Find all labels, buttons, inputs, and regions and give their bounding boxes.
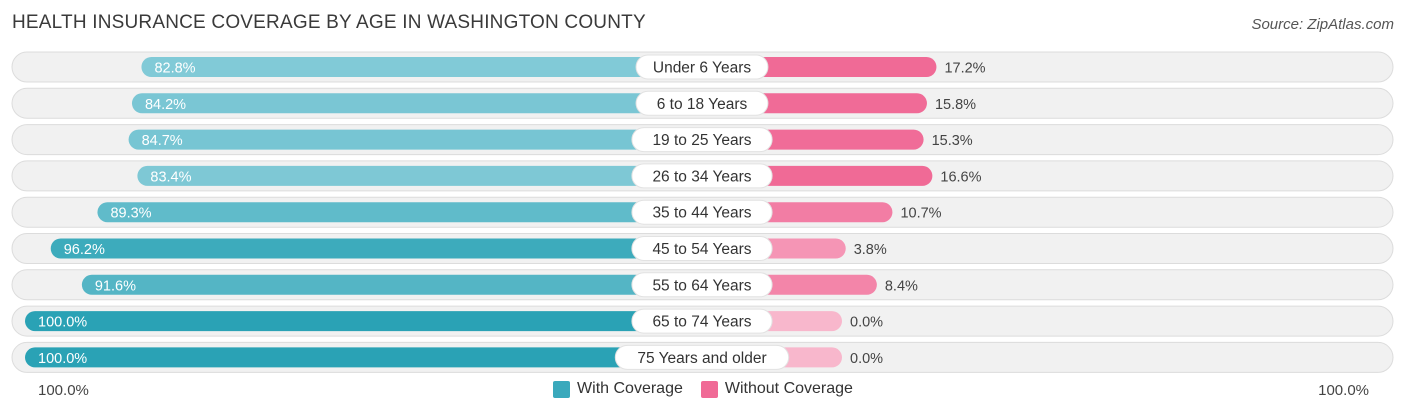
label-with-value: 84.7% xyxy=(142,133,183,149)
label-with-value: 82.8% xyxy=(154,61,195,77)
category-pill xyxy=(614,344,790,370)
category-label: 26 to 34 Years xyxy=(652,168,751,185)
label-with-value: 100.0% xyxy=(38,315,87,331)
legend: With Coverage Without Coverage xyxy=(0,380,1406,398)
category-label: 75 Years and older xyxy=(637,350,766,367)
label-with-value: 91.6% xyxy=(95,278,136,294)
chart-title: HEALTH INSURANCE COVERAGE BY AGE IN WASH… xyxy=(12,12,646,33)
legend-label-without: Without Coverage xyxy=(724,380,853,397)
bar-with-coverage xyxy=(131,93,702,114)
label-with-value: 96.2% xyxy=(64,242,105,258)
category-label: 65 to 74 Years xyxy=(652,314,751,331)
label-without-value: 15.3% xyxy=(932,133,973,149)
bar-with-coverage xyxy=(97,202,702,223)
legend-swatch-without xyxy=(700,380,718,398)
category-pill xyxy=(635,90,769,116)
category-label: Under 6 Years xyxy=(653,60,751,77)
category-pill xyxy=(631,236,773,261)
label-without-value: 17.2% xyxy=(944,61,985,77)
category-label: 45 to 54 Years xyxy=(652,241,751,258)
category-pill xyxy=(631,199,773,225)
category-pill xyxy=(631,163,773,189)
label-with-value: 89.3% xyxy=(110,206,151,222)
category-label: 55 to 64 Years xyxy=(652,277,751,294)
label-with-value: 83.4% xyxy=(150,169,191,185)
bar-with-coverage xyxy=(50,238,702,259)
bar-with-coverage xyxy=(128,129,702,150)
category-label: 19 to 25 Years xyxy=(652,132,751,149)
legend-label-with: With Coverage xyxy=(577,380,683,397)
label-without-value: 0.0% xyxy=(850,351,883,367)
category-label: 6 to 18 Years xyxy=(657,96,748,113)
label-without-value: 8.4% xyxy=(885,278,918,294)
category-pill xyxy=(631,272,773,298)
label-without-value: 3.8% xyxy=(854,242,887,258)
category-pill xyxy=(631,127,773,153)
chart-plot: 82.8% 17.2% Under 6 Years 84.2% 15.8% 6 to 18… xyxy=(11,51,1394,373)
label-without-value: 10.7% xyxy=(900,206,941,222)
label-with-value: 84.2% xyxy=(145,97,186,113)
bar-with-coverage xyxy=(25,347,702,368)
legend-swatch-with xyxy=(553,380,571,398)
axis-right-label: 100.0% xyxy=(1318,382,1369,399)
category-label: 35 to 44 Years xyxy=(652,205,751,222)
label-without-value: 16.6% xyxy=(940,169,981,185)
bar-with-coverage xyxy=(137,165,702,186)
bar-with-coverage xyxy=(81,274,703,295)
source-label: Source: ZipAtlas.com xyxy=(1251,16,1394,33)
category-pill xyxy=(635,54,769,80)
legend-item-without-coverage[interactable]: Without Coverage xyxy=(700,380,853,398)
bar-with-coverage xyxy=(141,57,703,77)
label-without-value: 15.8% xyxy=(935,97,976,113)
axis-left-label: 100.0% xyxy=(38,382,89,399)
label-without-value: 0.0% xyxy=(850,315,883,331)
bar-with-coverage xyxy=(25,311,702,332)
category-pill xyxy=(631,308,773,334)
legend-item-with-coverage[interactable]: With Coverage xyxy=(553,380,683,398)
label-with-value: 100.0% xyxy=(38,351,87,367)
